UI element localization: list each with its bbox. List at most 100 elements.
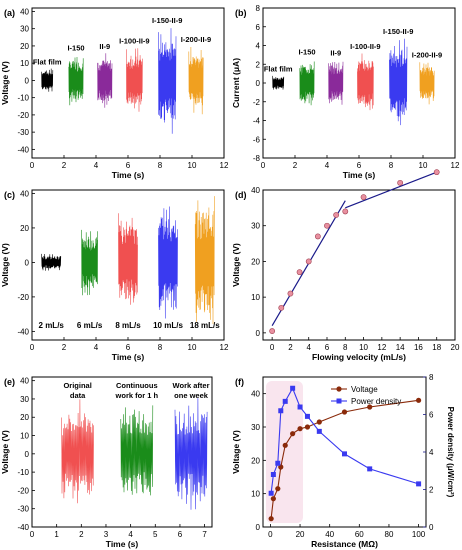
y-tick-label: 8	[256, 4, 261, 13]
series-label: I-150	[67, 44, 84, 53]
series-label: I-200-II-9	[181, 35, 211, 44]
x-tick-label: 20	[451, 343, 460, 352]
x-tick-label: 80	[385, 530, 394, 539]
y2-tick-label: 8	[429, 373, 434, 382]
y-tick-label: -20	[17, 486, 29, 495]
y-tick-label: -2	[253, 98, 261, 107]
series-burst	[188, 46, 204, 115]
y-tick-label: 10	[251, 293, 260, 302]
series-label: 2 mL/s	[39, 321, 65, 330]
series-label: 6 mL/s	[77, 321, 103, 330]
y-tick-label: 0	[25, 76, 30, 85]
y-tick-label: 30	[20, 25, 29, 34]
panel-label: (e)	[4, 377, 15, 387]
voltage-point	[270, 496, 276, 502]
x-tick-label: 0	[268, 530, 273, 539]
y-tick-label: -10	[17, 94, 29, 103]
x-tick-label: 20	[296, 530, 305, 539]
y-tick-label: 10	[20, 59, 29, 68]
x-tick-label: 14	[396, 343, 405, 352]
power-point	[275, 460, 281, 466]
x-tick-label: 100	[412, 530, 426, 539]
x-tick-label: 2	[62, 343, 67, 352]
power-point	[297, 404, 303, 410]
x-axis-label: Resistance (MΩ)	[311, 539, 378, 549]
series-label: 18 mL/s	[190, 321, 220, 330]
y-tick-label: -40	[17, 145, 29, 154]
series-burst	[158, 28, 177, 134]
series-burst	[194, 196, 215, 325]
legend-voltage-marker	[336, 386, 342, 392]
y-tick-label: 40	[251, 390, 260, 399]
y2-tick-label: 6	[429, 411, 434, 420]
legend-power-marker	[336, 398, 342, 404]
voltage-point	[304, 424, 311, 430]
series-label: I-100-II-9	[350, 42, 380, 51]
series-burst	[174, 398, 208, 510]
legend-power-label: Power density	[351, 397, 401, 406]
y2-tick-label: 2	[429, 486, 434, 495]
y-tick-label: 20	[20, 413, 29, 422]
x-tick-label: 4	[94, 343, 99, 352]
power-point	[367, 466, 373, 472]
y-tick-label: -4	[253, 117, 261, 126]
y-tick-label: 20	[20, 42, 29, 51]
y-tick-label: 40	[20, 189, 29, 198]
series-burst	[97, 53, 113, 108]
y-tick-label: -8	[253, 154, 261, 163]
x-tick-label: 12	[377, 343, 386, 352]
y-tick-label: 0	[256, 523, 261, 532]
x-tick-label: 0	[261, 161, 266, 170]
voltage-point	[275, 486, 281, 492]
voltage-point	[282, 442, 288, 448]
x-tick-label: 5	[153, 530, 158, 539]
y-tick-label: 6	[256, 23, 261, 32]
y2-axis-label: Power density (μW/cm²)	[446, 407, 455, 498]
x-tick-label: 12	[220, 161, 229, 170]
voltage-point	[297, 426, 303, 432]
data-point	[287, 290, 294, 297]
data-point	[433, 169, 440, 176]
plot-frame	[31, 376, 213, 528]
data-point	[296, 269, 303, 276]
x-axis-label: Time (s)	[106, 539, 139, 549]
y-tick-label: 10	[251, 490, 260, 499]
x-tick-label: 8	[389, 161, 394, 170]
x-tick-label: 4	[128, 530, 133, 539]
x-tick-label: 4	[306, 343, 311, 352]
power-point	[316, 428, 322, 434]
y2-tick-label: 4	[429, 448, 434, 457]
y-tick-label: 40	[20, 7, 29, 16]
y-tick-label: -30	[17, 128, 29, 137]
series-burst	[120, 405, 154, 496]
panel-3: (d) 0 2 4 6 8 10 12 14 16 18 20 0 10 20 30 40 Flowing vel…	[231, 169, 460, 362]
x-tick-label: 8	[343, 343, 348, 352]
x-axis-label: Time (s)	[343, 170, 376, 180]
series-label: one week	[174, 391, 209, 400]
series-burst	[158, 206, 178, 319]
series-burst	[68, 56, 84, 106]
x-tick-label: 10	[419, 161, 428, 170]
y-tick-label: 0	[25, 258, 30, 267]
x-tick-label: 0	[30, 161, 35, 170]
series-label: 8 mL/s	[115, 321, 141, 330]
series-label: I-150-II-9	[152, 16, 182, 25]
series-label: data	[70, 391, 86, 400]
legend-voltage-label: Voltage	[351, 385, 378, 394]
series-label: I-150-II-9	[383, 27, 413, 36]
series-burst	[118, 213, 138, 305]
power-point	[342, 451, 347, 457]
x-tick-label: 1	[54, 530, 59, 539]
panel-1: (b) 0 2 4 6 8 10 12 -8 -6 -4 -2 0 2 4 6 8 Time (s) Current…	[231, 4, 460, 180]
y-tick-label: 40	[20, 377, 29, 386]
x-axis-label: Flowing velocity (mL/s)	[312, 352, 406, 362]
x-tick-label: 6	[357, 161, 362, 170]
data-point	[305, 258, 312, 265]
x-tick-label: 40	[325, 530, 334, 539]
series-label: 10 mL/s	[153, 321, 183, 330]
y-tick-label: 20	[251, 456, 260, 465]
voltage-point	[341, 409, 348, 415]
y-tick-label: -20	[17, 111, 29, 120]
